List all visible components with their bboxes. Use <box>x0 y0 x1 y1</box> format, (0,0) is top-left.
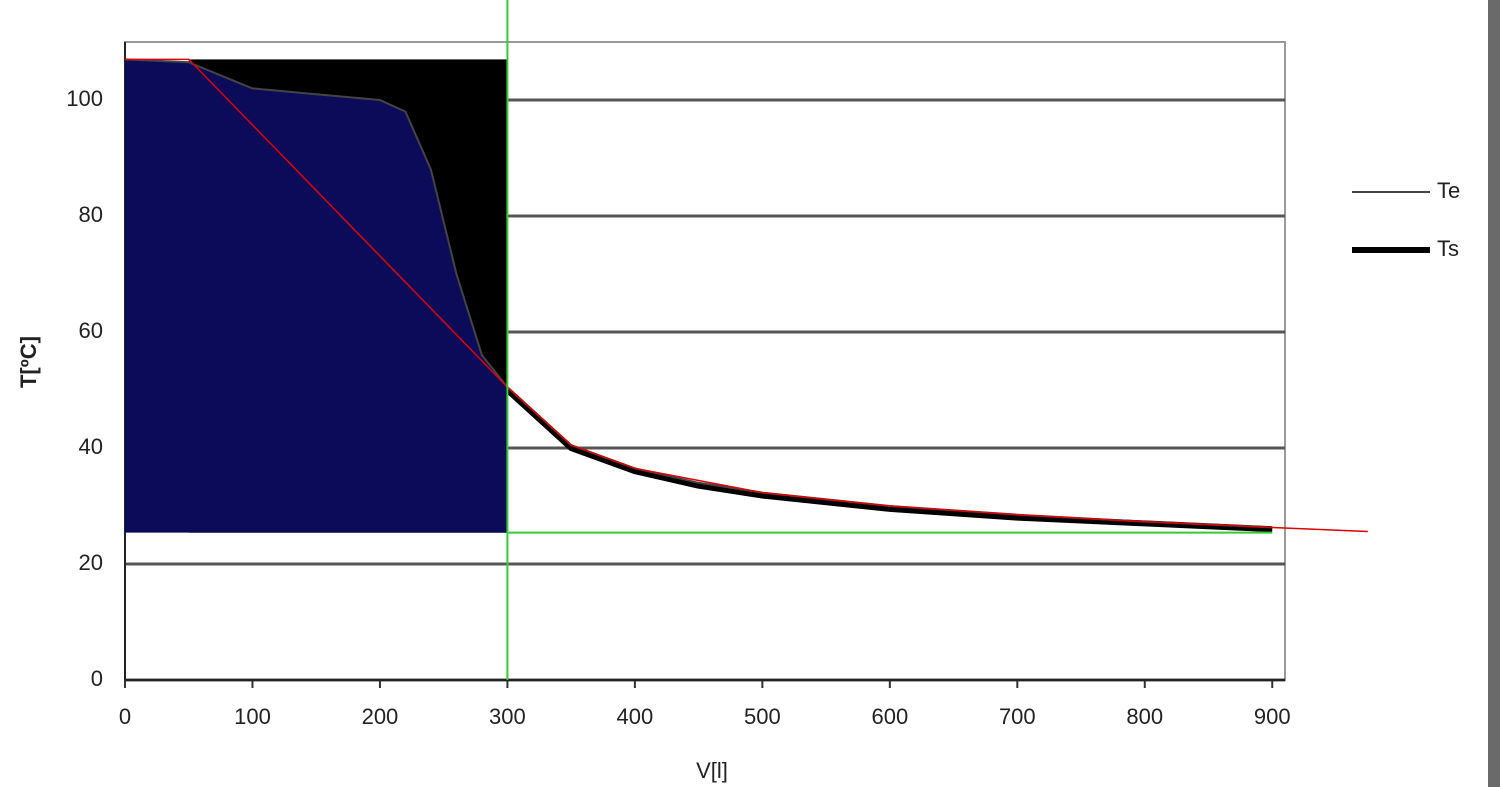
y-tick-label: 40 <box>79 434 103 459</box>
x-tick-label: 800 <box>1126 704 1163 729</box>
red-line <box>125 58 1368 533</box>
window-edge <box>1488 0 1500 787</box>
x-tick-label: 700 <box>999 704 1036 729</box>
y-tick-label: 0 <box>91 666 103 691</box>
series-line <box>505 387 1273 533</box>
y-axis-title: T[ºC] <box>16 336 41 388</box>
x-tick-label: 900 <box>1254 704 1291 729</box>
y-tick-label: 100 <box>66 86 103 111</box>
y-tick-label: 80 <box>79 202 103 227</box>
x-axis-title: V[l] <box>696 758 728 783</box>
x-tick-label: 0 <box>119 704 131 729</box>
navy-fill <box>125 59 508 533</box>
y-tick-label: 60 <box>79 318 103 343</box>
x-tick-label: 500 <box>744 704 781 729</box>
legend-label: Ts <box>1437 236 1459 261</box>
x-tick-label: 600 <box>871 704 908 729</box>
legend-label: Te <box>1437 178 1460 203</box>
x-tick-label: 400 <box>617 704 654 729</box>
x-tick-label: 200 <box>362 704 399 729</box>
x-tick-label: 100 <box>234 704 271 729</box>
x-tick-label: 300 <box>489 704 526 729</box>
y-tick-label: 20 <box>79 550 103 575</box>
